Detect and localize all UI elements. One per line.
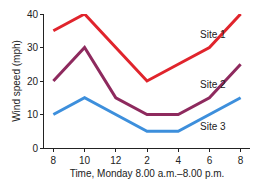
svg-text:Site 2: Site 2 [200, 79, 226, 90]
svg-text:Time, Monday 8.00 a.m.–8.00 p.: Time, Monday 8.00 a.m.–8.00 p.m. [70, 168, 225, 179]
svg-text:6: 6 [207, 155, 213, 166]
svg-text:Wind speed (mph): Wind speed (mph) [11, 40, 22, 122]
svg-text:2: 2 [144, 155, 150, 166]
svg-text:4: 4 [175, 155, 181, 166]
svg-text:20: 20 [27, 76, 39, 87]
svg-text:Site 1: Site 1 [200, 29, 226, 40]
svg-text:10: 10 [27, 109, 39, 120]
svg-text:10: 10 [79, 155, 91, 166]
svg-text:8: 8 [51, 155, 57, 166]
svg-text:40: 40 [27, 9, 39, 20]
svg-text:30: 30 [27, 42, 39, 53]
svg-text:12: 12 [110, 155, 122, 166]
svg-text:8: 8 [238, 155, 244, 166]
svg-text:0: 0 [32, 143, 38, 154]
svg-text:Site 3: Site 3 [200, 121, 226, 132]
